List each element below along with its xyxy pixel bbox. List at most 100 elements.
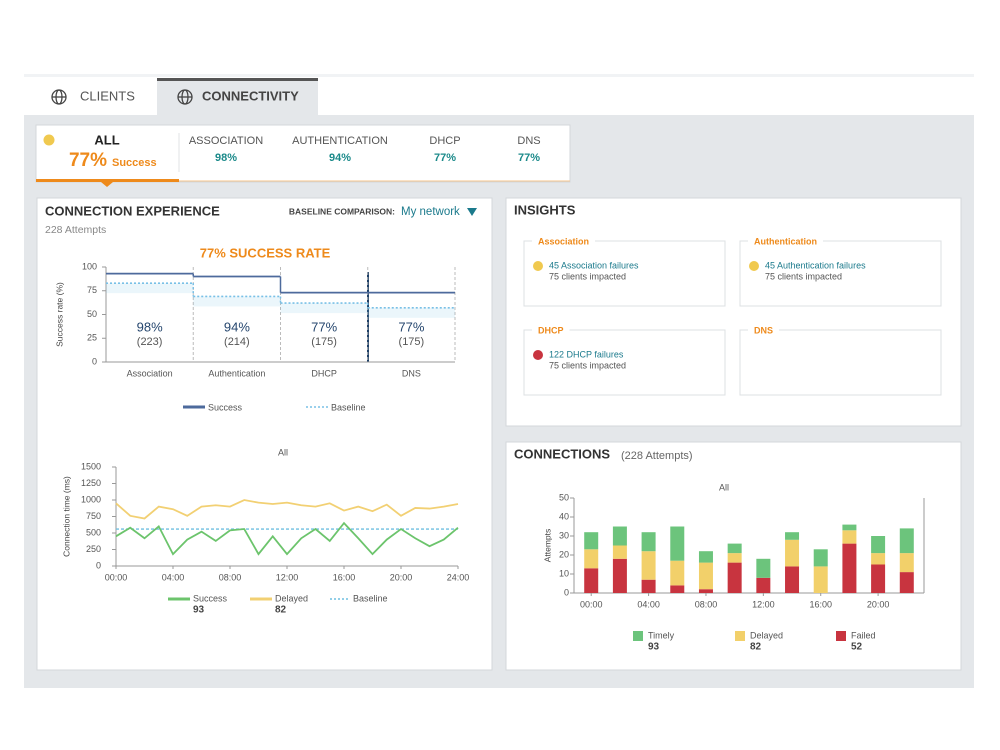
y-axis-label: Connection time (ms): [61, 476, 71, 557]
y-tick-label: 250: [86, 544, 101, 554]
x-tick-label: 04:00: [162, 572, 185, 582]
summary-item-label[interactable]: DHCP: [429, 135, 460, 147]
category-label: DHCP: [311, 368, 337, 378]
bar-segment: [871, 553, 886, 565]
insight-title: Authentication: [754, 236, 817, 246]
bar-segment: [670, 585, 685, 593]
rate-label: 77%: [398, 319, 424, 334]
bar-segment: [871, 536, 886, 554]
insight-title-bg: [532, 325, 570, 335]
legend-swatch: [735, 631, 745, 641]
insight-title: Association: [538, 236, 589, 246]
category-label: DNS: [402, 368, 421, 378]
baseline-band: [193, 296, 281, 307]
legend-total: 93: [193, 605, 205, 616]
bar-segment: [698, 589, 713, 593]
chart-title: All: [278, 447, 288, 457]
category-label: Association: [127, 368, 173, 378]
bar-segment: [727, 553, 742, 563]
legend-total: 93: [648, 642, 660, 653]
legend-label: Delayed: [750, 630, 783, 640]
y-tick-label: 0: [92, 356, 97, 366]
insight-text[interactable]: 122 DHCP failures: [549, 349, 624, 359]
rate-label: 77%: [311, 319, 337, 334]
insight-text[interactable]: 45 Association failures: [549, 260, 639, 270]
insight-text[interactable]: 45 Authentication failures: [765, 260, 866, 270]
insight-title: DHCP: [538, 325, 564, 335]
severity-dot: [533, 261, 543, 271]
summary-item-value: 94%: [329, 152, 351, 164]
y-tick-label: 1000: [81, 494, 101, 504]
bar-segment: [698, 551, 713, 563]
y-tick-label: 0: [96, 560, 101, 570]
summary-box: [35, 124, 571, 183]
bar-segment: [899, 572, 914, 593]
insight-card: [739, 240, 942, 307]
count-label: (223): [137, 336, 163, 348]
y-tick-label: 20: [559, 549, 569, 559]
baseline-band: [280, 303, 368, 314]
bar-segment: [756, 558, 771, 578]
y-tick-label: 500: [86, 527, 101, 537]
chart-title: 77% SUCCESS RATE: [200, 245, 331, 260]
tab-label[interactable]: CLIENTS: [80, 88, 135, 103]
x-tick-label: 20:00: [390, 572, 413, 582]
y-axis-label: Attempts: [542, 529, 552, 563]
selected-pointer: [101, 182, 113, 187]
y-tick-label: 100: [82, 261, 97, 271]
bar-segment: [641, 532, 656, 552]
rate-label: 94%: [224, 319, 250, 334]
panel-subtitle: 228 Attempts: [45, 224, 106, 236]
insight-card: [523, 240, 726, 307]
y-tick-label: 750: [86, 511, 101, 521]
x-tick-label: 08:00: [695, 599, 718, 609]
bar-segment: [641, 579, 656, 593]
legend-label: Success: [208, 402, 243, 412]
legend-label: Delayed: [275, 593, 308, 603]
severity-dot: [749, 261, 759, 271]
insight-detail: 75 clients impacted: [549, 360, 626, 370]
top-rule: [24, 74, 974, 77]
count-label: (175): [399, 336, 425, 348]
bar-segment: [756, 577, 771, 593]
legend-total: 82: [750, 642, 762, 653]
baseline-select[interactable]: My network: [401, 206, 460, 218]
baseline-label: BASELINE COMPARISON:: [289, 206, 395, 216]
insight-title: DNS: [754, 325, 773, 335]
summary-caption: Success: [112, 157, 157, 169]
summary-item-label[interactable]: ASSOCIATION: [189, 135, 263, 147]
rate-label: 98%: [137, 319, 163, 334]
summary-label[interactable]: ALL: [94, 132, 119, 147]
panel-subtitle: (228 Attempts): [621, 450, 693, 462]
legend-swatch: [633, 631, 643, 641]
summary-item-value: 77%: [518, 152, 540, 164]
panel-title: INSIGHTS: [514, 202, 576, 217]
bar-segment: [612, 558, 627, 593]
summary-item-value: 98%: [215, 152, 237, 164]
tab-label[interactable]: CONNECTIVITY: [202, 88, 299, 103]
selected-underline: [36, 179, 179, 182]
bar-segment: [785, 566, 800, 593]
insight-title-bg: [748, 325, 780, 335]
chart-title: All: [719, 482, 729, 492]
insight-title-bg: [532, 236, 596, 246]
bar-segment: [670, 526, 685, 561]
bar-segment: [899, 528, 914, 554]
legend-label: Timely: [648, 630, 675, 640]
x-tick-label: 20:00: [867, 599, 890, 609]
bar-segment: [612, 545, 627, 559]
y-tick-label: 50: [559, 492, 569, 502]
y-tick-label: 1500: [81, 461, 101, 471]
summary-value: 77%: [69, 150, 107, 171]
summary-item-label[interactable]: AUTHENTICATION: [292, 135, 388, 147]
legend-label: Failed: [851, 630, 876, 640]
bar-segment: [785, 539, 800, 567]
legend-label: Success: [193, 593, 228, 603]
dropdown-arrow[interactable]: [467, 208, 477, 216]
count-label: (175): [311, 336, 337, 348]
legend-total: 82: [275, 605, 287, 616]
bar-segment: [842, 524, 857, 531]
insight-card: [523, 329, 726, 396]
summary-item-label[interactable]: DNS: [517, 135, 540, 147]
line-series: [115, 499, 459, 520]
